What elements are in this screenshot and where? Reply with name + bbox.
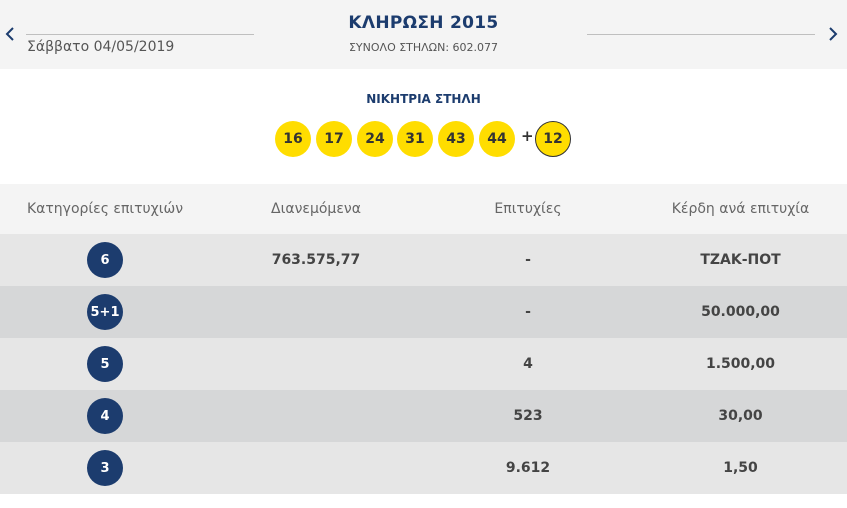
chevron-left-icon bbox=[5, 27, 14, 41]
winning-number-ball: 17 bbox=[316, 121, 352, 157]
winning-number-ball: 44 bbox=[479, 121, 515, 157]
total-columns: ΣΥΝΟΛΟ ΣΤΗΛΩΝ: 602.077 bbox=[348, 41, 499, 54]
table-row: 3 9.612 1,50 bbox=[0, 442, 847, 494]
previous-draw-button[interactable] bbox=[0, 22, 20, 46]
table-row: 6 763.575,77 - ΤΖΑΚ-ΠΟΤ bbox=[0, 234, 847, 286]
winners-value: 9.612 bbox=[505, 460, 551, 476]
winning-number-ball: 16 bbox=[275, 121, 311, 157]
distributed-value: 763.575,77 bbox=[271, 252, 361, 268]
winning-column-section: ΝΙΚΗΤΡΙΑ ΣΤΗΛΗ 16 17 24 31 43 44 + 12 bbox=[0, 69, 847, 184]
winners-value: 4 bbox=[523, 356, 533, 372]
winners-value: - bbox=[525, 304, 531, 320]
table-row: 4 523 30,00 bbox=[0, 390, 847, 442]
category-badge: 5 bbox=[87, 346, 123, 382]
winning-column-title: ΝΙΚΗΤΡΙΑ ΣΤΗΛΗ bbox=[366, 92, 481, 106]
category-badge: 3 bbox=[87, 450, 123, 486]
header-categories: Κατηγορίες επιτυχιών bbox=[26, 201, 184, 217]
plus-sign: + bbox=[521, 127, 534, 145]
category-badge: 6 bbox=[87, 242, 123, 278]
prize-value: ΤΖΑΚ-ΠΟΤ bbox=[700, 252, 781, 268]
winners-value: - bbox=[525, 252, 531, 268]
winning-number-ball: 24 bbox=[357, 121, 393, 157]
table-row: 5 4 1.500,00 bbox=[0, 338, 847, 390]
header-prize: Κέρδη ανά επιτυχία bbox=[671, 201, 810, 217]
category-badge: 4 bbox=[87, 398, 123, 434]
header-winners: Επιτυχίες bbox=[494, 201, 562, 217]
chevron-right-icon bbox=[829, 27, 838, 41]
draw-date: Σάββατο 04/05/2019 bbox=[27, 39, 175, 55]
table-header-row: Κατηγορίες επιτυχιών Διανεμόμενα Επιτυχί… bbox=[0, 184, 847, 234]
header-distributed: Διανεμόμενα bbox=[271, 201, 361, 217]
category-badge: 5+1 bbox=[87, 294, 123, 330]
prize-value: 1.500,00 bbox=[705, 356, 776, 372]
prize-value: 1,50 bbox=[723, 460, 758, 476]
draw-title: ΚΛΗΡΩΣΗ 2015 bbox=[348, 13, 499, 33]
prize-value: 30,00 bbox=[718, 408, 763, 424]
joker-ball: 12 bbox=[535, 121, 571, 157]
winners-value: 523 bbox=[513, 408, 543, 424]
prize-value: 50.000,00 bbox=[701, 304, 780, 320]
next-draw-button[interactable] bbox=[823, 22, 843, 46]
draw-header: Σάββατο 04/05/2019 ΚΛΗΡΩΣΗ 2015 ΣΥΝΟΛΟ Σ… bbox=[0, 0, 847, 69]
divider-left bbox=[26, 34, 254, 35]
winning-number-ball: 31 bbox=[397, 121, 433, 157]
table-row: 5+1 - 50.000,00 bbox=[0, 286, 847, 338]
winning-number-ball: 43 bbox=[438, 121, 474, 157]
divider-right bbox=[587, 34, 815, 35]
results-table: Κατηγορίες επιτυχιών Διανεμόμενα Επιτυχί… bbox=[0, 184, 847, 494]
